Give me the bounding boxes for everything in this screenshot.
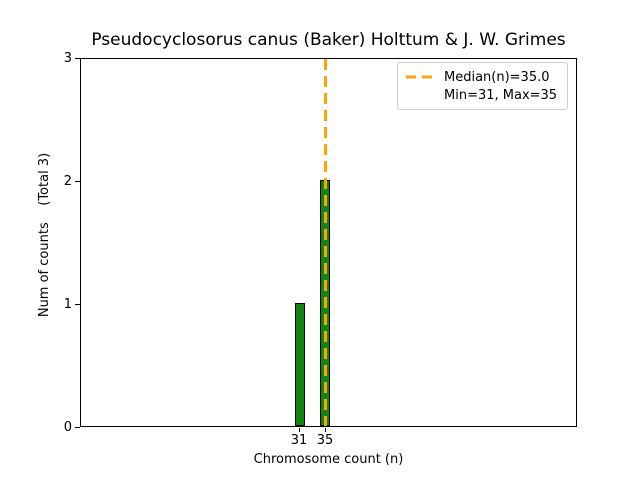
y-axis-label: Num of counts (Total 3) (37, 152, 52, 318)
chart-title: Pseudocyclosorus canus (Baker) Holttum &… (91, 30, 566, 50)
legend: Median(n)=35.0 Min=31, Max=35 (397, 62, 568, 110)
y-tick-mark (75, 58, 80, 59)
legend-label-median: Median(n)=35.0 (444, 69, 550, 85)
y-tick-mark (75, 304, 80, 305)
bar-31 (295, 303, 305, 426)
x-tick-label-35: 35 (316, 433, 334, 448)
y-tick-label-0: 0 (63, 420, 72, 435)
plot-area: Median(n)=35.0 Min=31, Max=35 (80, 58, 577, 427)
x-tick-mark (325, 428, 326, 432)
y-tick-label-3: 3 (63, 51, 72, 66)
y-tick-mark (75, 181, 80, 182)
empty-swatch (406, 92, 436, 98)
legend-item-median: Median(n)=35.0 (406, 68, 559, 86)
y-tick-mark (75, 427, 80, 428)
y-tick-label-2: 2 (63, 174, 72, 189)
y-tick-label-1: 1 (63, 297, 72, 312)
legend-item-minmax: Min=31, Max=35 (406, 86, 559, 104)
median-line (324, 59, 327, 426)
x-tick-label-31: 31 (290, 433, 308, 448)
legend-label-minmax: Min=31, Max=35 (444, 87, 558, 103)
x-axis-label: Chromosome count (n) (253, 452, 404, 467)
x-tick-mark (299, 428, 300, 432)
dashed-line-swatch-icon (406, 75, 436, 79)
